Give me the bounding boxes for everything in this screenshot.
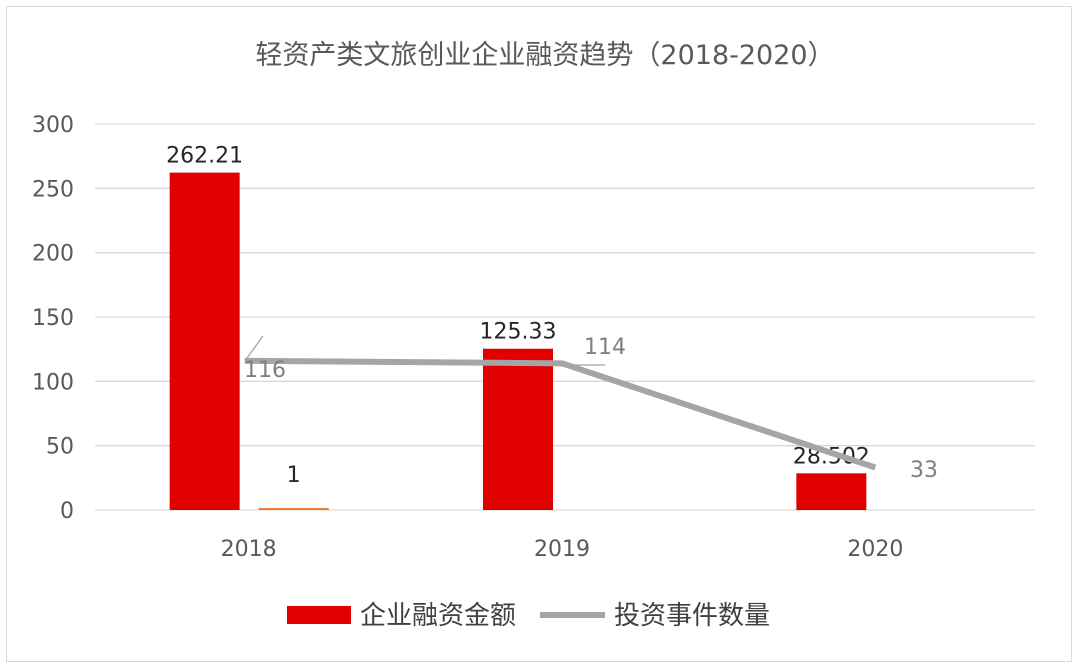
chart-title: 轻资产类文旅创业企业融资趋势（2018-2020） — [255, 40, 834, 71]
y-tick-label: 50 — [46, 435, 74, 460]
leader-line — [246, 335, 264, 359]
data-label: 262.21 — [166, 144, 243, 169]
y-tick-label: 150 — [32, 306, 74, 331]
line-data-label: 116 — [244, 358, 286, 383]
x-tick-label: 2019 — [534, 537, 590, 562]
chart-frame — [6, 6, 1072, 662]
data-label: 1 — [287, 463, 301, 488]
legend-label-bar: 企业融资金额 — [360, 601, 516, 631]
legend-swatch-bar — [287, 606, 351, 624]
y-tick-label: 0 — [60, 499, 74, 524]
legend: 企业融资金额 投资事件数量 — [287, 601, 770, 631]
bar — [258, 508, 329, 510]
data-label: 125.33 — [480, 320, 557, 345]
data-label: 28.502 — [793, 444, 870, 469]
y-tick-label: 100 — [32, 370, 74, 395]
bar — [796, 473, 867, 510]
y-tick-label: 300 — [32, 113, 74, 138]
y-tick-label: 250 — [32, 177, 74, 202]
y-tick-label: 200 — [32, 242, 74, 267]
x-tick-label: 2020 — [847, 537, 903, 562]
line-data-label: 33 — [910, 458, 938, 483]
legend-label-line: 投资事件数量 — [614, 601, 770, 631]
line-data-label: 114 — [584, 335, 626, 360]
bar — [483, 348, 553, 510]
line-series — [244, 357, 877, 471]
x-tick-label: 2018 — [221, 537, 277, 562]
bar — [169, 172, 240, 510]
